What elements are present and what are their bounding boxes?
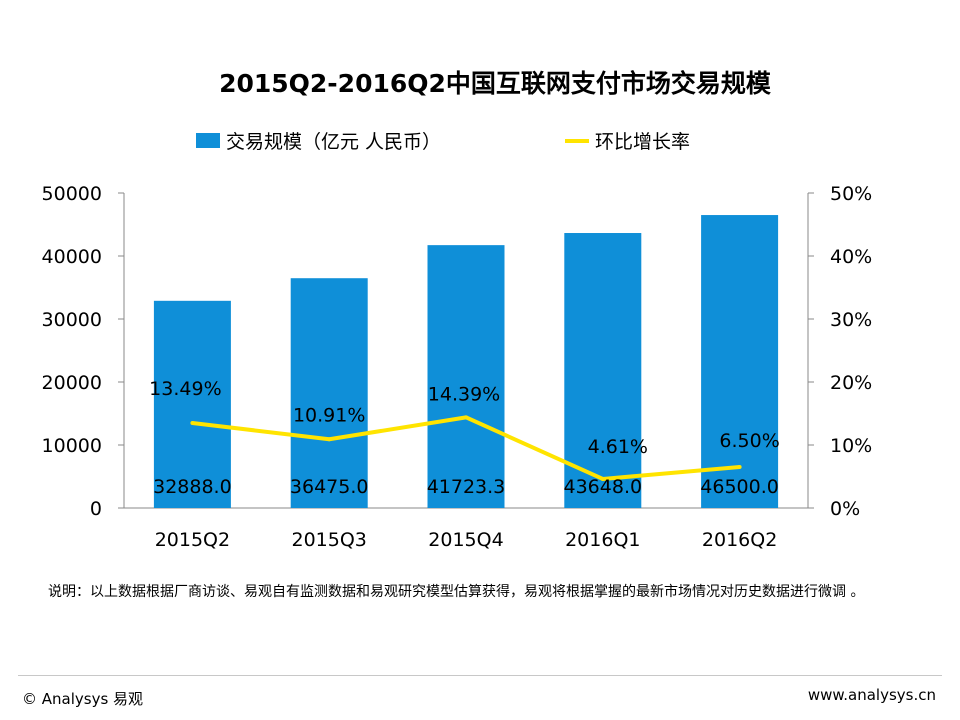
- growth-rate-point: [600, 476, 605, 481]
- chart-plot: 0 10000 20000 30000 40000 50000 0% 10% 20% 30% 40%…: [42, 183, 873, 551]
- y-left-tick-label: 40000: [42, 246, 102, 268]
- bar-2015Q2: [153, 300, 231, 508]
- growth-rate-point: [737, 465, 742, 470]
- bar-2015Q3: [290, 278, 368, 508]
- legend-line-swatch: [565, 138, 589, 143]
- legend-bar-swatch: [196, 133, 220, 148]
- footer-copyright: © Analysys 易观: [22, 690, 144, 708]
- chart-legend: 交易规模（亿元 人民币） 环比增长率: [0, 127, 960, 153]
- x-tick-label: 2015Q3: [291, 529, 366, 551]
- growth-rate-point: [327, 437, 332, 442]
- y-left-tick-label: 0: [90, 498, 102, 520]
- growth-rate-label: 4.61%: [588, 436, 648, 458]
- growth-rate-label: 13.49%: [149, 378, 221, 400]
- legend-item-line: 环比增长率: [565, 127, 690, 154]
- bar-2015Q4: [427, 245, 505, 509]
- legend-item-bar: 交易规模（亿元 人民币）: [196, 127, 441, 154]
- chart-title: 2015Q2-2016Q2中国互联网支付市场交易规模: [219, 69, 771, 98]
- growth-rate-point: [190, 421, 195, 426]
- y-left-tick-label: 30000: [42, 309, 102, 331]
- bar-value-label: 41723.3: [427, 476, 506, 498]
- bar-value-label: 43648.0: [564, 476, 643, 498]
- bar-value-label: 32888.0: [153, 476, 232, 498]
- y-right-tick-label: 0%: [830, 498, 860, 520]
- chart-note: 说明：以上数据根据厂商访谈、易观自有监测数据和易观研究模型估算获得，易观将根据掌…: [48, 584, 865, 600]
- y-left-tick-label: 50000: [42, 183, 102, 205]
- growth-rate-point: [464, 415, 468, 420]
- legend-bar-label: 交易规模（亿元 人民币）: [226, 131, 442, 153]
- y-right-tick-label: 30%: [830, 309, 872, 331]
- growth-rate-label: 6.50%: [719, 430, 779, 452]
- growth-rate-label: 14.39%: [428, 383, 500, 405]
- y-left-tick-label: 10000: [42, 435, 102, 457]
- x-tick-label: 2016Q2: [702, 529, 777, 551]
- y-left-tick-label: 20000: [42, 372, 102, 394]
- y-right-tick-label: 10%: [830, 435, 872, 457]
- footer-website[interactable]: www.analysys.cn: [807, 686, 936, 704]
- y-right-tick-label: 40%: [830, 246, 872, 268]
- legend-line-label: 环比增长率: [595, 131, 691, 153]
- x-tick-label: 2015Q4: [428, 529, 503, 551]
- bar-2016Q2: [701, 215, 779, 509]
- y-right-tick-label: 20%: [830, 372, 872, 394]
- y-right-tick-label: 50%: [830, 183, 872, 205]
- growth-rate-label: 10.91%: [293, 404, 365, 426]
- footer-divider: [18, 675, 942, 676]
- x-tick-label: 2015Q2: [155, 529, 230, 551]
- bar-value-label: 46500.0: [700, 476, 779, 498]
- bar-2016Q1: [564, 233, 642, 509]
- bar-value-label: 36475.0: [290, 476, 369, 498]
- x-tick-label: 2016Q1: [565, 529, 640, 551]
